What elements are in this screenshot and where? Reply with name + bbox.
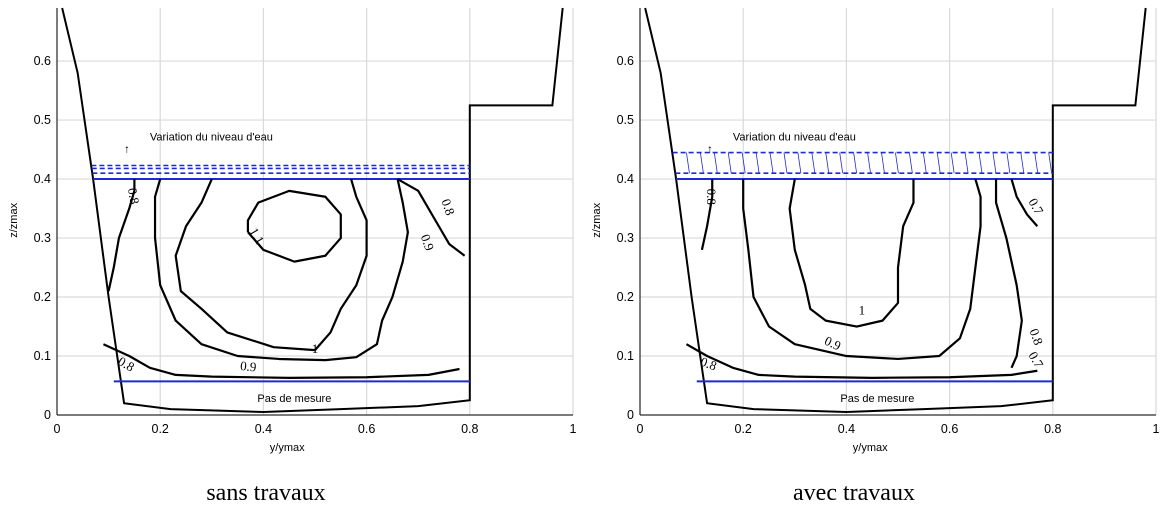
right-chart: 0 0.2 0.4 0.6 0.8 1 0 0.1 0.2 0.3 0.4 0.5 0.6 y/ymax z… bbox=[591, 7, 1160, 454]
contour-line-4 bbox=[174, 178, 368, 352]
x-tick-label-4: 0.8 bbox=[461, 422, 478, 436]
water-hatch-24 bbox=[1020, 152, 1025, 174]
water-hatch-4 bbox=[741, 152, 746, 174]
x-tick-label-3: 0.6 bbox=[358, 422, 375, 436]
x-tick-label-1: 0.2 bbox=[735, 422, 752, 436]
water-hatch-12 bbox=[853, 152, 858, 174]
water-hatch-6 bbox=[769, 152, 774, 174]
measure-step-annotation: Pas de mesure bbox=[840, 393, 914, 405]
contour-line-3 bbox=[994, 179, 1023, 369]
y-axis-label: z/zmax bbox=[8, 202, 20, 237]
contour-line-2 bbox=[1010, 178, 1039, 227]
water-hatch-14 bbox=[881, 152, 885, 174]
water-hatch-0 bbox=[686, 152, 690, 174]
water-hatch-20 bbox=[964, 152, 969, 174]
water-hatch-23 bbox=[1006, 152, 1011, 174]
measure-step-annotation: Pas de mesure bbox=[257, 393, 331, 405]
water-hatch-10 bbox=[825, 152, 830, 174]
water-hatch-3 bbox=[727, 152, 732, 174]
y-tick-label-2: 0.2 bbox=[617, 290, 634, 304]
contour-label-4: 0.8 bbox=[116, 353, 138, 374]
water-hatch-13 bbox=[867, 152, 871, 174]
water-hatch-18 bbox=[936, 152, 941, 174]
water-hatch-8 bbox=[797, 152, 802, 174]
contour-line-1 bbox=[685, 343, 1038, 379]
x-tick-label-0: 0 bbox=[637, 422, 644, 436]
water-hatch-16 bbox=[908, 152, 913, 174]
contour-line-5 bbox=[788, 178, 915, 328]
contour-label-3: 1.1 bbox=[246, 225, 267, 247]
water-hatch-5 bbox=[755, 152, 760, 174]
y-tick-label-4: 0.4 bbox=[34, 172, 51, 186]
water-hatch-11 bbox=[839, 152, 844, 174]
contour-label-5: 0.7 bbox=[1025, 349, 1046, 371]
caption-right: avec travaux bbox=[793, 480, 915, 506]
contour-label-6: 0.8 bbox=[438, 197, 458, 217]
contour-label-1: 0.9 bbox=[240, 358, 257, 374]
water-hatch-21 bbox=[978, 152, 983, 174]
contour-line-2 bbox=[397, 178, 466, 257]
water-hatch-7 bbox=[783, 152, 788, 174]
up-arrow-icon: ↑ bbox=[124, 144, 130, 156]
up-arrow-icon: ↑ bbox=[707, 144, 713, 156]
water-hatch-1 bbox=[699, 152, 704, 174]
caption-left: sans travaux bbox=[206, 480, 326, 506]
contour-label-5: 0.9 bbox=[418, 232, 438, 252]
contour-label-0: 0.8 bbox=[704, 189, 719, 205]
left-chart: 0 0.2 0.4 0.6 0.8 1 0 0.1 0.2 0.3 0.4 0.5 0.6 y/ymax z… bbox=[8, 7, 577, 454]
contour-label-3: 0.8 bbox=[698, 354, 718, 374]
water-hatch-26 bbox=[1048, 152, 1053, 174]
water-level-annotation: Variation du niveau d'eau bbox=[733, 132, 856, 144]
y-tick-label-3: 0.3 bbox=[617, 231, 634, 245]
y-tick-label-2: 0.2 bbox=[34, 290, 51, 304]
water-hatch-2 bbox=[713, 152, 718, 174]
water-hatch-17 bbox=[922, 152, 927, 174]
contour-line-1 bbox=[102, 343, 460, 379]
y-tick-label-1: 0.1 bbox=[34, 349, 51, 363]
water-hatch-15 bbox=[895, 152, 899, 174]
contour-line-5 bbox=[246, 189, 342, 263]
y-tick-label-5: 0.5 bbox=[34, 113, 51, 127]
contour-label-4: 0.8 bbox=[1027, 327, 1047, 347]
x-tick-label-0: 0 bbox=[54, 422, 61, 436]
x-tick-label-1: 0.2 bbox=[152, 422, 169, 436]
x-tick-label-2: 0.4 bbox=[255, 422, 272, 436]
contour-line-0 bbox=[700, 179, 714, 251]
y-axis-label: z/zmax bbox=[591, 202, 603, 237]
contour-label-6: 0.7 bbox=[1025, 196, 1046, 218]
water-hatch-22 bbox=[992, 152, 997, 174]
x-axis-label: y/ymax bbox=[853, 442, 888, 454]
y-tick-label-3: 0.3 bbox=[34, 231, 51, 245]
x-tick-label-2: 0.4 bbox=[838, 422, 855, 436]
contour-label-2: 1 bbox=[312, 341, 319, 356]
water-level-annotation: Variation du niveau d'eau bbox=[150, 132, 273, 144]
water-hatch-19 bbox=[950, 152, 955, 174]
contour-label-0: 0.8 bbox=[125, 187, 143, 206]
y-tick-label-0: 0 bbox=[44, 408, 51, 422]
contour-line-4 bbox=[742, 178, 982, 361]
y-tick-label-0: 0 bbox=[627, 408, 634, 422]
contour-line-3 bbox=[153, 178, 409, 362]
water-hatch-25 bbox=[1034, 152, 1039, 174]
y-tick-label-1: 0.1 bbox=[617, 349, 634, 363]
x-axis-label: y/ymax bbox=[270, 442, 305, 454]
y-tick-label-6: 0.6 bbox=[34, 54, 51, 68]
contour-line-0 bbox=[107, 179, 136, 292]
channel-boundary bbox=[644, 7, 1147, 414]
y-tick-label-4: 0.4 bbox=[617, 172, 634, 186]
x-tick-label-5: 1 bbox=[570, 422, 577, 436]
x-tick-label-5: 1 bbox=[1153, 422, 1160, 436]
y-tick-label-5: 0.5 bbox=[617, 113, 634, 127]
x-tick-label-3: 0.6 bbox=[941, 422, 958, 436]
contour-label-2: 1 bbox=[859, 303, 866, 318]
y-tick-label-6: 0.6 bbox=[617, 54, 634, 68]
water-hatch-9 bbox=[811, 152, 816, 174]
contour-label-1: 0.9 bbox=[822, 333, 843, 353]
x-tick-label-4: 0.8 bbox=[1044, 422, 1061, 436]
